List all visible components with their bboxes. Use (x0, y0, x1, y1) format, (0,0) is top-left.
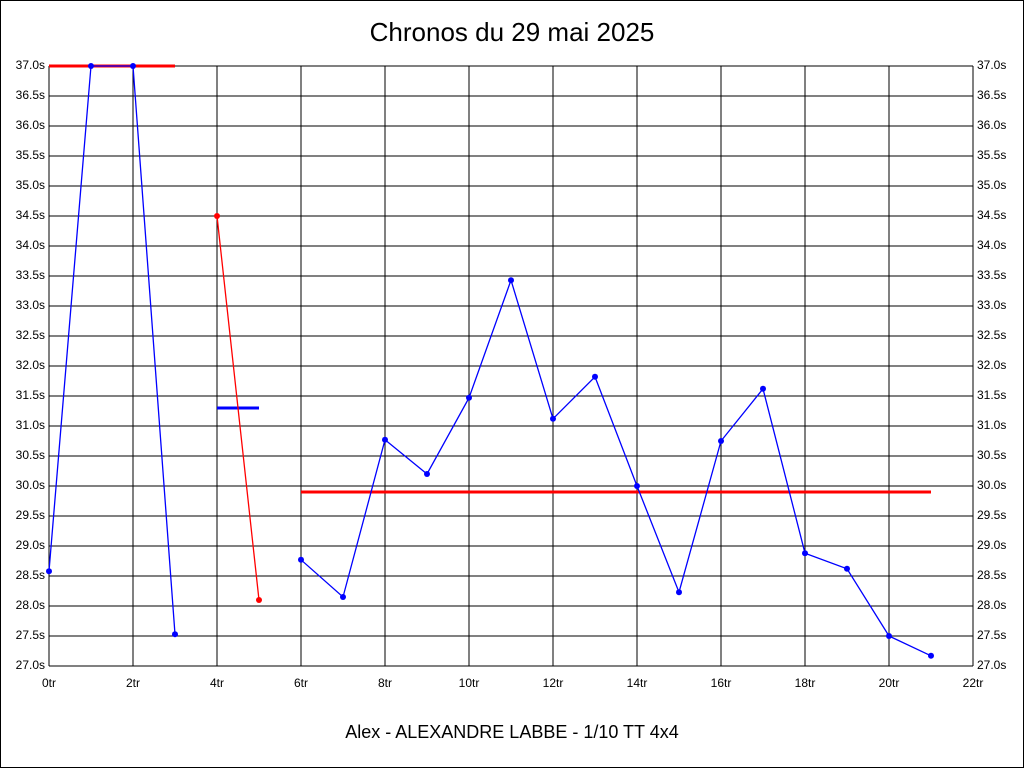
y2-tick-label: 30.5s (977, 448, 1006, 462)
data-point (802, 550, 808, 557)
y2-tick-label: 31.0s (977, 418, 1006, 432)
x-tick-label: 20tr (879, 676, 900, 690)
y2-tick-label: 35.5s (977, 148, 1006, 162)
chart-title: Chronos du 29 mai 2025 (370, 17, 655, 47)
y2-tick-label: 28.0s (977, 598, 1006, 612)
y2-tick-label: 29.0s (977, 538, 1006, 552)
x-tick-label: 18tr (795, 676, 816, 690)
x-tick-label: 2tr (126, 676, 140, 690)
data-point (214, 213, 220, 219)
data-point (46, 568, 52, 575)
y-tick-label: 31.0s (16, 418, 45, 432)
data-point (340, 594, 346, 600)
x-tick-label: 14tr (627, 676, 648, 690)
y2-tick-label: 32.0s (977, 358, 1006, 372)
y-tick-label: 36.5s (16, 88, 45, 102)
y2-tick-label: 29.5s (977, 508, 1006, 522)
y-tick-label: 32.0s (16, 358, 45, 372)
data-point (844, 565, 850, 572)
y2-tick-label: 31.5s (977, 388, 1006, 402)
data-point (298, 556, 304, 563)
y-tick-label: 27.0s (16, 658, 45, 672)
y2-tick-label: 33.5s (977, 268, 1006, 282)
y-tick-label: 33.0s (16, 298, 45, 312)
data-point (508, 277, 514, 284)
data-point (466, 394, 472, 401)
y2-tick-label: 34.5s (977, 208, 1006, 222)
data-point (382, 436, 388, 443)
y-tick-label: 34.0s (16, 238, 45, 252)
data-point (592, 373, 598, 380)
y-tick-label: 30.0s (16, 478, 45, 492)
y2-tick-label: 37.0s (977, 58, 1006, 72)
y-tick-label: 34.5s (16, 208, 45, 222)
y-tick-label: 28.5s (16, 568, 45, 582)
data-point (634, 483, 640, 489)
x-tick-label: 16tr (711, 676, 732, 690)
y-tick-label: 29.5s (16, 508, 45, 522)
y-tick-label: 30.5s (16, 448, 45, 462)
y2-tick-label: 36.5s (977, 88, 1006, 102)
y-tick-label: 28.0s (16, 598, 45, 612)
data-point (676, 589, 682, 596)
data-point (760, 385, 766, 392)
data-point (88, 63, 94, 69)
y-tick-label: 36.0s (16, 118, 45, 132)
y-tick-label: 32.5s (16, 328, 45, 342)
data-point (550, 415, 556, 422)
series-line (216, 215, 260, 601)
y2-tick-label: 32.5s (977, 328, 1006, 342)
data-point (256, 597, 262, 603)
data-point (130, 63, 136, 69)
x-tick-label: 10tr (459, 676, 480, 690)
y-tick-label: 27.5s (16, 628, 45, 642)
data-point (172, 631, 178, 638)
x-tick-label: 6tr (294, 676, 308, 690)
y-tick-label: 35.5s (16, 148, 45, 162)
y-tick-label: 29.0s (16, 538, 45, 552)
x-tick-label: 0tr (42, 676, 56, 690)
data-point (886, 633, 892, 639)
x-tick-label: 8tr (378, 676, 392, 690)
y2-tick-label: 27.0s (977, 658, 1006, 672)
y2-tick-label: 34.0s (977, 238, 1006, 252)
y2-tick-label: 35.0s (977, 178, 1006, 192)
y2-tick-label: 30.0s (977, 478, 1006, 492)
y2-tick-label: 28.5s (977, 568, 1006, 582)
data-point (424, 471, 430, 477)
chart-subtitle: Alex - ALEXANDRE LABBE - 1/10 TT 4x4 (345, 722, 678, 742)
y2-tick-label: 27.5s (977, 628, 1006, 642)
data-point (718, 438, 724, 444)
y2-tick-label: 36.0s (977, 118, 1006, 132)
y-tick-label: 33.5s (16, 268, 45, 282)
data-point (928, 652, 934, 659)
y-tick-label: 37.0s (16, 58, 45, 72)
x-tick-label: 22tr (963, 676, 984, 690)
y-tick-label: 35.0s (16, 178, 45, 192)
series-line (48, 65, 932, 657)
y-tick-label: 31.5s (16, 388, 45, 402)
x-tick-label: 12tr (543, 676, 564, 690)
y2-tick-label: 33.0s (977, 298, 1006, 312)
x-tick-label: 4tr (210, 676, 224, 690)
